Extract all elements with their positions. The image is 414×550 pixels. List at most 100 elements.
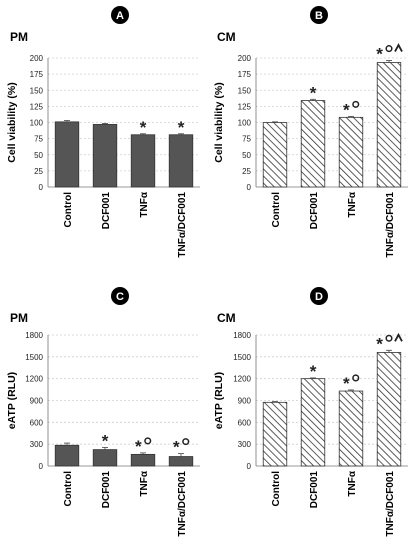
x-tick-label: Control bbox=[271, 471, 282, 507]
significance-annotation: * bbox=[343, 374, 360, 393]
asterisk-symbol: * bbox=[376, 45, 383, 64]
panel-label-letter: A bbox=[116, 10, 124, 22]
panel-label-circle bbox=[111, 6, 129, 24]
x-tick-label: TNFα bbox=[347, 470, 358, 496]
y-tick-label: 50 bbox=[242, 151, 251, 160]
x-tick-label: TNFα/DCF001 bbox=[385, 471, 396, 537]
y-tick-label: 175 bbox=[30, 70, 44, 79]
chart-panel-d: D CM 0 300 600 900 1200 1500 1800 eATP (RLU) Contr… bbox=[213, 287, 408, 537]
chart-panel-c: C PM 0 300 600 900 1200 1500 1800 eATP (RLU) Contr… bbox=[6, 287, 200, 537]
panel-label-circle bbox=[111, 287, 129, 305]
asterisk-symbol: * bbox=[343, 374, 350, 393]
y-tick-label: 1800 bbox=[25, 331, 43, 340]
y-tick-label: 25 bbox=[242, 167, 251, 176]
y-tick-label: 900 bbox=[30, 397, 44, 406]
bar-tnf-dcf001 bbox=[376, 62, 402, 188]
asterisk-symbol: * bbox=[310, 362, 317, 381]
bar-control bbox=[262, 122, 288, 188]
x-tick-label: TNFα/DCF001 bbox=[177, 471, 188, 537]
chart-panel-a: A PM 0 25 50 75 100 125 150 175 200 Cell viability … bbox=[6, 6, 200, 258]
asterisk-symbol: * bbox=[135, 437, 142, 456]
x-tick-label: DCF001 bbox=[101, 471, 112, 509]
x-tick-label: TNFα bbox=[139, 470, 150, 496]
degree-symbol bbox=[144, 437, 152, 445]
y-tick-label: 200 bbox=[30, 54, 44, 63]
panel-label-circle bbox=[310, 287, 328, 305]
bar-dcf001 bbox=[92, 124, 118, 188]
bar-control bbox=[54, 444, 80, 467]
significance-annotation: * bbox=[173, 438, 190, 457]
significance-annotation: * bbox=[140, 118, 147, 137]
caret-symbol bbox=[394, 332, 403, 342]
y-tick-label: 1200 bbox=[233, 375, 251, 384]
y-tick-label: 100 bbox=[238, 119, 252, 128]
y-tick-label: 1500 bbox=[233, 353, 251, 362]
asterisk-symbol: * bbox=[310, 83, 317, 102]
y-tick-label: 100 bbox=[30, 119, 44, 128]
panel-label-letter: D bbox=[315, 291, 323, 303]
x-tick-label: DCF001 bbox=[309, 471, 320, 509]
bar-dcf001 bbox=[300, 100, 326, 188]
y-tick-label: 600 bbox=[238, 418, 252, 427]
asterisk-symbol: * bbox=[140, 118, 147, 137]
degree-symbol bbox=[385, 45, 393, 53]
significance-annotation: * bbox=[102, 431, 109, 450]
asterisk-symbol: * bbox=[178, 118, 185, 137]
bar-dcf001 bbox=[92, 449, 118, 467]
y-tick-label: 0 bbox=[247, 183, 252, 192]
caret-symbol bbox=[394, 43, 403, 53]
panel-c-label-badge: C bbox=[111, 287, 129, 305]
y-tick-label: 125 bbox=[30, 102, 44, 111]
x-tick-label: DCF001 bbox=[309, 192, 320, 230]
x-tick-label: TNFα/DCF001 bbox=[385, 192, 396, 258]
x-tick-label: Control bbox=[63, 192, 74, 228]
bar-tnf bbox=[338, 390, 364, 467]
x-tick-label: DCF001 bbox=[101, 192, 112, 230]
asterisk-symbol: * bbox=[376, 334, 383, 353]
bar-control bbox=[262, 401, 288, 467]
asterisk-symbol: * bbox=[102, 431, 109, 450]
y-axis-label: Cell viability (%) bbox=[213, 82, 225, 163]
panel-b-label-badge: B bbox=[310, 6, 328, 24]
bar-tnf-dcf001 bbox=[376, 352, 402, 467]
y-tick-label: 75 bbox=[34, 135, 43, 144]
bar-dcf001 bbox=[300, 378, 326, 467]
panel-label-circle bbox=[310, 6, 328, 24]
x-tick-label: TNFα bbox=[347, 191, 358, 217]
panel-a-label-badge: A bbox=[111, 6, 129, 24]
panel-d-label-badge: D bbox=[310, 287, 328, 305]
bar-control bbox=[54, 121, 80, 188]
panel-label-letter: C bbox=[116, 291, 124, 303]
degree-symbol bbox=[352, 374, 360, 382]
y-tick-label: 75 bbox=[242, 135, 251, 144]
bar-tnf bbox=[130, 453, 156, 467]
significance-annotation: * bbox=[310, 362, 317, 381]
y-axis-label: Cell viability (%) bbox=[6, 82, 18, 163]
y-tick-label: 0 bbox=[247, 462, 252, 471]
significance-annotation: * bbox=[135, 437, 152, 456]
x-tick-label: TNFα bbox=[139, 191, 150, 217]
x-tick-label: TNFα/DCF001 bbox=[177, 192, 188, 258]
x-tick-label: Control bbox=[63, 471, 74, 507]
bar-tnf bbox=[338, 116, 364, 188]
panel-label-letter: B bbox=[315, 10, 323, 22]
y-tick-label: 0 bbox=[39, 462, 44, 471]
y-tick-label: 900 bbox=[238, 397, 252, 406]
y-axis-label: eATP (RLU) bbox=[6, 372, 18, 429]
bar-tnf-dcf001 bbox=[168, 456, 194, 467]
x-tick-label: Control bbox=[271, 192, 282, 228]
y-tick-label: 200 bbox=[238, 54, 252, 63]
y-tick-label: 150 bbox=[238, 86, 252, 95]
y-tick-label: 125 bbox=[238, 102, 252, 111]
significance-annotation: * bbox=[376, 332, 403, 353]
asterisk-symbol: * bbox=[173, 438, 180, 457]
y-tick-label: 150 bbox=[30, 86, 44, 95]
chart-title: CM bbox=[217, 30, 236, 44]
chart-panel-b: B CM 0 25 50 75 100 125 150 175 200 Cell viability … bbox=[213, 6, 408, 258]
significance-annotation: * bbox=[343, 100, 360, 119]
degree-symbol bbox=[352, 100, 360, 108]
y-tick-label: 600 bbox=[30, 418, 44, 427]
y-tick-label: 300 bbox=[30, 440, 44, 449]
y-tick-label: 175 bbox=[238, 70, 252, 79]
chart-title: PM bbox=[10, 30, 28, 44]
